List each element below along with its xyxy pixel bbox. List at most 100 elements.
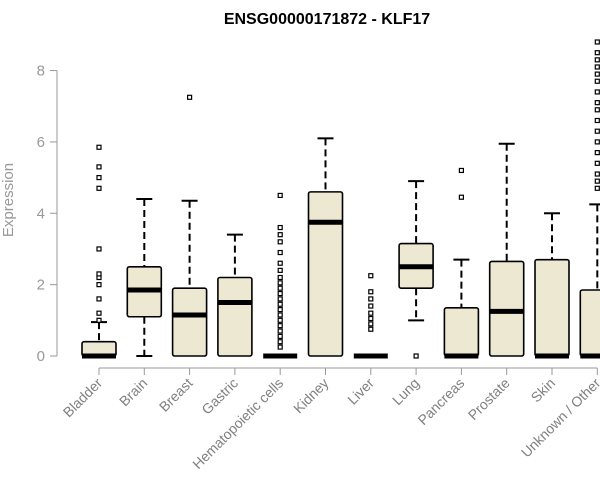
- outlier-point: [277, 285, 283, 291]
- outlier-point: [368, 289, 374, 295]
- outlier-point: [277, 267, 283, 273]
- outlier-point: [594, 100, 600, 106]
- iqr-box: [443, 307, 480, 357]
- x-tick-label: Breast: [156, 375, 196, 415]
- outlier-point: [594, 128, 600, 134]
- outlier-point: [594, 107, 600, 113]
- outlier-point: [96, 164, 102, 170]
- outlier-point: [594, 89, 600, 95]
- outlier-point: [277, 301, 283, 307]
- iqr-box: [171, 287, 208, 357]
- outlier-point: [277, 290, 283, 297]
- box-group: [307, 137, 344, 357]
- iqr-box: [217, 276, 253, 357]
- box-group: [398, 180, 434, 359]
- outlier-point: [594, 171, 600, 177]
- outlier-point: [594, 71, 600, 77]
- y-tick-label: 8: [37, 63, 45, 80]
- outlier-point: [277, 274, 283, 281]
- outlier-point: [277, 339, 283, 345]
- outlier-point: [96, 271, 102, 277]
- outlier-point: [368, 326, 374, 332]
- outlier-point: [277, 249, 283, 256]
- outlier-point: [277, 224, 283, 231]
- box-group: [171, 94, 208, 357]
- outlier-point: [368, 321, 374, 327]
- outlier-point: [277, 280, 283, 286]
- outlier-point: [277, 312, 283, 318]
- outlier-point: [96, 185, 102, 191]
- box-group: [488, 142, 525, 357]
- outlier-point: [368, 310, 374, 316]
- outlier-point: [277, 317, 283, 323]
- x-tick-label: Skin: [528, 375, 559, 406]
- x-tick-label: Gastric: [198, 375, 241, 418]
- iqr-box: [488, 260, 525, 357]
- outlier-point: [413, 353, 419, 359]
- outlier-point: [277, 328, 283, 334]
- box-group: [443, 167, 480, 359]
- outlier-point: [277, 232, 283, 238]
- outlier-point: [96, 310, 102, 316]
- boxes-layer: [81, 39, 600, 359]
- outlier-point: [594, 78, 600, 84]
- outlier-point: [277, 239, 283, 245]
- y-tick-label: 4: [37, 205, 45, 222]
- outlier-point: [368, 303, 374, 309]
- outlier-point: [96, 174, 102, 181]
- box-group: [534, 212, 570, 359]
- outlier-point: [277, 296, 283, 302]
- box-group: [579, 39, 600, 359]
- outlier-point: [594, 150, 600, 156]
- y-tick-label: 0: [37, 348, 45, 365]
- y-tick-label: 2: [37, 277, 45, 294]
- box-group: [353, 273, 388, 359]
- outlier-point: [594, 64, 600, 70]
- y-axis: 0 2 4 6 8: [37, 63, 58, 365]
- outlier-point: [277, 344, 283, 350]
- box-group: [263, 192, 298, 359]
- outlier-point: [96, 246, 102, 252]
- box-group: [126, 198, 163, 357]
- outlier-point: [277, 192, 283, 199]
- outlier-point: [594, 178, 600, 184]
- outlier-point: [96, 317, 102, 323]
- outlier-point: [368, 296, 374, 302]
- chart-title: ENSG00000171872 - KLF17: [224, 11, 430, 28]
- outlier-point: [187, 94, 193, 100]
- x-tick-label: Kidney: [290, 375, 332, 417]
- outlier-point: [594, 117, 600, 124]
- x-tick-label: Prostate: [465, 375, 513, 423]
- outlier-point: [277, 323, 283, 329]
- box-group: [81, 144, 117, 359]
- outlier-point: [594, 160, 600, 166]
- x-tick-label: Bladder: [60, 375, 106, 421]
- outlier-point: [96, 282, 102, 288]
- outlier-point: [594, 50, 600, 56]
- x-tick-label: Liver: [344, 375, 377, 408]
- outlier-point: [594, 139, 600, 145]
- x-tick-label: Brain: [116, 375, 150, 409]
- y-axis-label: Expression: [0, 163, 17, 237]
- iqr-box: [307, 191, 344, 357]
- outlier-point: [277, 260, 283, 266]
- iqr-box: [534, 258, 570, 357]
- outlier-point: [96, 144, 102, 150]
- x-tick-label: Unknown / Other: [518, 375, 600, 461]
- outlier-point: [277, 333, 283, 339]
- iqr-box: [579, 289, 600, 357]
- outlier-point: [594, 57, 600, 63]
- outlier-point: [277, 307, 283, 313]
- outlier-point: [594, 185, 600, 191]
- outlier-point: [368, 273, 374, 279]
- outlier-point: [96, 296, 102, 302]
- outlier-point: [458, 194, 464, 200]
- outlier-point: [368, 315, 374, 322]
- x-tick-label: Lung: [389, 375, 422, 408]
- y-tick-label: 6: [37, 134, 45, 151]
- outlier-point: [458, 167, 464, 174]
- box-group: [217, 233, 253, 357]
- outlier-point: [594, 39, 600, 45]
